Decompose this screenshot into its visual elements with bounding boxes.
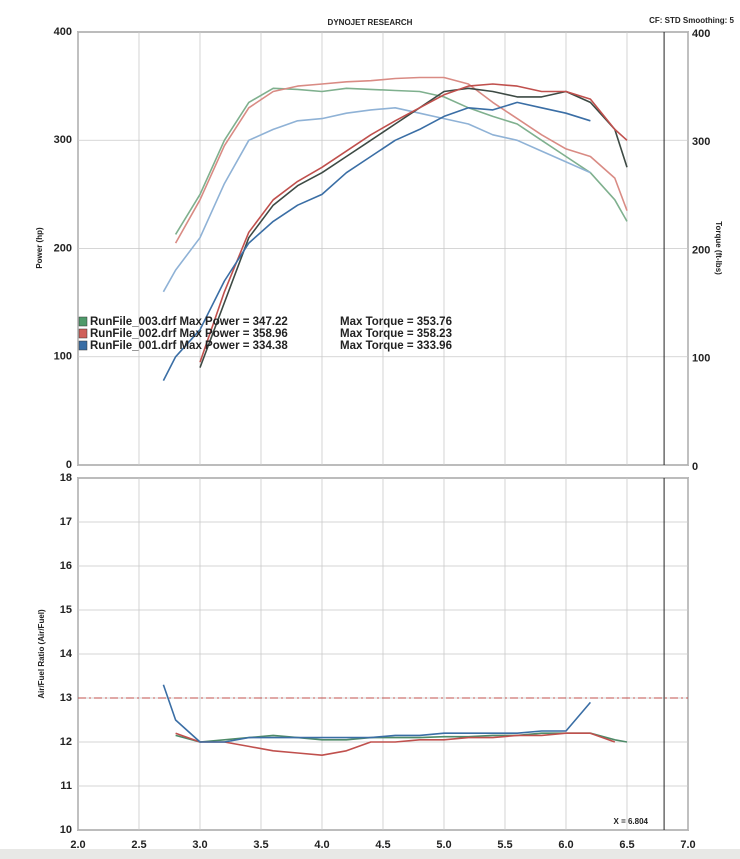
x-tick-label: 7.0 bbox=[680, 839, 695, 851]
x-tick-label: 3.5 bbox=[253, 839, 268, 851]
series-line bbox=[199, 83, 628, 363]
legend-label: Max Torque = 353.76 bbox=[340, 316, 452, 328]
y-tick-label: 200 bbox=[54, 242, 72, 254]
legend-label: Max Torque = 333.96 bbox=[340, 340, 452, 352]
y-tick-label: 11 bbox=[60, 780, 72, 792]
x-tick-label: 3.0 bbox=[192, 839, 207, 851]
x-tick-label: 5.5 bbox=[497, 839, 512, 851]
y-tick-label: 18 bbox=[60, 472, 72, 484]
y-tick-label: 13 bbox=[60, 692, 72, 704]
legend-swatch bbox=[78, 340, 88, 351]
legend-label: RunFile_003.drf Max Power = 347.22 bbox=[90, 316, 288, 328]
x-tick-label: 2.0 bbox=[70, 839, 85, 851]
y2-tick-label: 400 bbox=[692, 28, 710, 40]
y2-axis-label: Torque (ft-lbs) bbox=[714, 221, 723, 275]
y2-tick-label: 100 bbox=[692, 353, 710, 365]
y-tick-label: 17 bbox=[60, 516, 72, 528]
y-tick-label: 12 bbox=[60, 736, 72, 748]
y-tick-label: 16 bbox=[60, 560, 72, 572]
y-tick-label: 0 bbox=[66, 459, 72, 471]
y2-tick-label: 200 bbox=[692, 244, 710, 256]
y-tick-label: 10 bbox=[60, 824, 72, 836]
legend-label: RunFile_001.drf Max Power = 334.38 bbox=[90, 340, 288, 352]
x-tick-label: 5.0 bbox=[436, 839, 451, 851]
y2-tick-label: 300 bbox=[692, 136, 710, 148]
series-line bbox=[175, 732, 616, 756]
y2-tick-label: 0 bbox=[692, 461, 698, 473]
x-tick-label: 2.5 bbox=[131, 839, 146, 851]
bottom-strip bbox=[0, 849, 740, 859]
series-line bbox=[162, 101, 591, 381]
legend-swatch bbox=[78, 316, 88, 327]
y-tick-label: 100 bbox=[54, 351, 72, 363]
x-tick-label: 6.5 bbox=[619, 839, 634, 851]
y-tick-label: 300 bbox=[54, 134, 72, 146]
chart-subtitle: CF: STD Smoothing: 5 bbox=[649, 16, 734, 25]
y-axis-label: Power (hp) bbox=[35, 227, 44, 269]
series-line bbox=[162, 684, 592, 743]
x-tick-label: 4.5 bbox=[375, 839, 390, 851]
x-tick-label: 6.0 bbox=[558, 839, 573, 851]
legend-swatch bbox=[78, 328, 88, 339]
y-tick-label: 400 bbox=[54, 26, 72, 38]
legend-label: RunFile_002.drf Max Power = 358.96 bbox=[90, 328, 288, 340]
series-line bbox=[162, 107, 591, 293]
x-tick-label: 4.0 bbox=[314, 839, 329, 851]
legend-label: Max Torque = 358.23 bbox=[340, 328, 452, 340]
y-tick-label: 15 bbox=[60, 604, 72, 616]
y-tick-label: 14 bbox=[60, 648, 73, 660]
y-axis-label: Air/Fuel Ratio (Air/Fuel) bbox=[37, 609, 46, 699]
series-line bbox=[174, 76, 628, 244]
chart-title: DYNOJET RESEARCH bbox=[328, 18, 413, 27]
series-line bbox=[174, 87, 628, 235]
annotation: X = 6.804 bbox=[614, 817, 649, 826]
